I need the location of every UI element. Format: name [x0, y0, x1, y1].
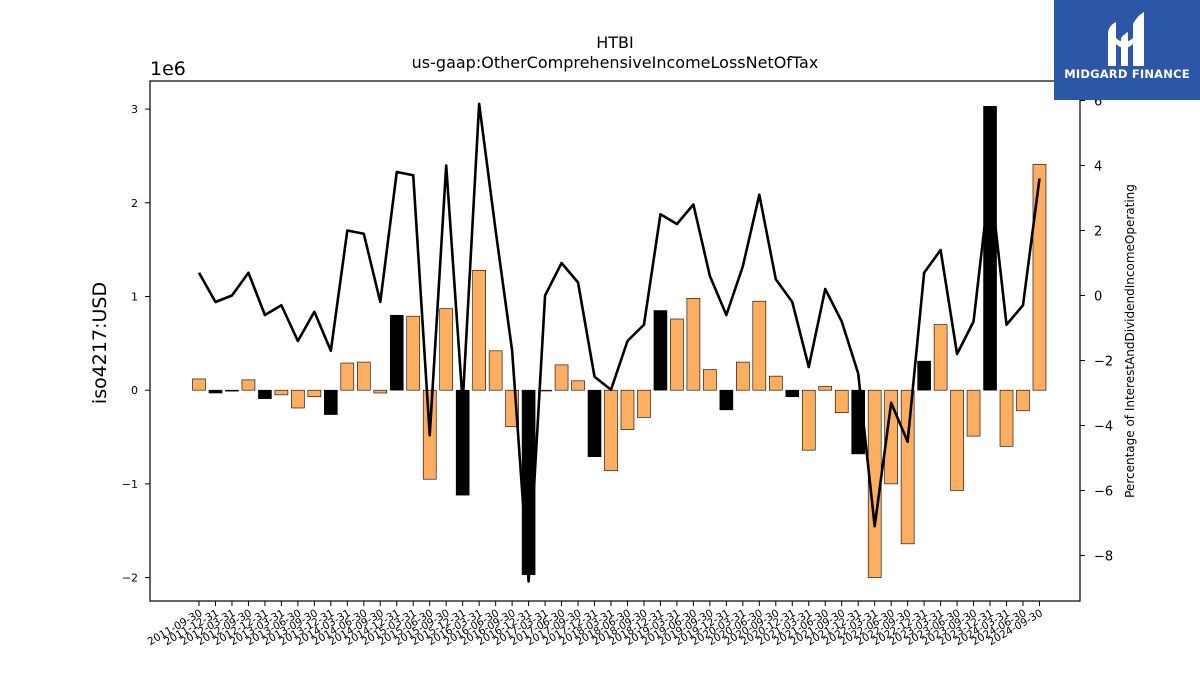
bar-2017-12-31: [587, 389, 602, 458]
bar-2022-12-31: [917, 360, 931, 391]
bar-2022-09-30: [900, 389, 915, 545]
bar-2017-06-30: [554, 364, 569, 391]
percentage-line: [197, 102, 1041, 583]
bar-2021-03-31: [801, 389, 816, 451]
y2-tick-label: 6: [1094, 95, 1102, 110]
y2-tick-label: 0: [1094, 290, 1102, 305]
y-multiplier-label: 1e6: [150, 58, 186, 80]
bar-2012-03-31: [225, 389, 239, 392]
y-tick-label: 2: [131, 197, 138, 210]
bar-2011-12-31: [208, 389, 223, 394]
bar-2024-09-30: [1032, 164, 1047, 391]
midgard-logo-icon: [1108, 12, 1144, 66]
y2-tick-label: −4: [1094, 420, 1113, 435]
bar-2019-12-31: [719, 389, 734, 411]
y2-tick-label: −2: [1094, 355, 1113, 370]
bar-2012-09-30: [241, 379, 256, 391]
chart-title: HTBI: [596, 33, 634, 52]
bar-2018-06-30: [620, 389, 635, 430]
bar-2024-03-31: [999, 389, 1014, 447]
y2-axis-ticks: −8 −6 −4 −2 0 2 4 6: [1080, 95, 1113, 565]
y2-tick-label: −6: [1094, 485, 1113, 500]
bar-2020-06-30: [752, 300, 767, 391]
bar-2018-03-31: [604, 389, 618, 472]
y2-tick-label: 4: [1094, 160, 1102, 175]
bar-2021-09-30: [834, 389, 849, 413]
bar-2020-09-30: [768, 375, 783, 391]
line-series: [197, 102, 1041, 583]
midgard-finance-logo: MIDGARD FINANCE: [1054, 0, 1200, 100]
bar-2019-06-30: [686, 298, 701, 391]
bar-2021-06-30: [818, 386, 833, 391]
brand-name: MIDGARD FINANCE: [1064, 67, 1190, 81]
y-tick-label: −2: [122, 572, 138, 585]
bar-2017-09-30: [571, 380, 585, 391]
y2-axis-label: Percentage of InterestAndDividendIncomeO…: [1123, 184, 1137, 498]
y2-tick-label: 2: [1094, 225, 1102, 240]
y-tick-label: 3: [131, 103, 138, 116]
bar-2012-12-31: [258, 389, 272, 399]
y-tick-label: −1: [122, 478, 138, 491]
bar-2013-06-30: [291, 389, 305, 409]
bar-2019-09-30: [703, 369, 717, 391]
bar-2013-03-31: [274, 389, 289, 396]
y-tick-label: 1: [131, 290, 138, 303]
bar-2014-09-30: [373, 389, 388, 394]
chart-subtitle: us-gaap:OtherComprehensiveIncomeLossNetO…: [412, 53, 819, 72]
bar-2013-09-30: [307, 389, 322, 398]
bar-2015-12-31: [455, 389, 470, 496]
bar-2023-03-31: [933, 324, 948, 391]
bar-2018-09-30: [637, 389, 651, 418]
bar-2023-06-30: [950, 389, 964, 491]
y-tick-label: 0: [131, 384, 138, 397]
bar-2015-09-30: [439, 308, 454, 391]
bar-2018-12-31: [653, 310, 668, 391]
bar-2015-03-31: [406, 315, 421, 391]
bar-2014-12-31: [389, 314, 404, 391]
y2-tick-label: −8: [1094, 550, 1113, 565]
bar-2014-06-30: [356, 361, 371, 391]
x-axis-ticks: 2011-09-302011-12-312012-03-312012-09-30…: [146, 601, 1045, 648]
y-axis-ticks: −2 −1 0 1 2 3: [122, 103, 150, 585]
bar-2014-03-31: [340, 362, 355, 391]
bar-2011-09-30: [192, 378, 206, 391]
bar-2023-12-31: [983, 106, 997, 391]
plot-frame: [149, 80, 1081, 602]
bar-2013-12-31: [324, 389, 338, 415]
bar-2020-03-31: [736, 361, 750, 391]
bar-2019-03-31: [670, 318, 684, 391]
bar-2016-03-31: [472, 269, 486, 391]
y-axis-label: iso4217:USD: [89, 282, 111, 404]
bar-2024-06-30: [1016, 389, 1030, 412]
bar-2020-12-31: [785, 389, 800, 398]
bar-2016-06-30: [488, 350, 503, 391]
bar-2023-09-30: [966, 389, 981, 437]
